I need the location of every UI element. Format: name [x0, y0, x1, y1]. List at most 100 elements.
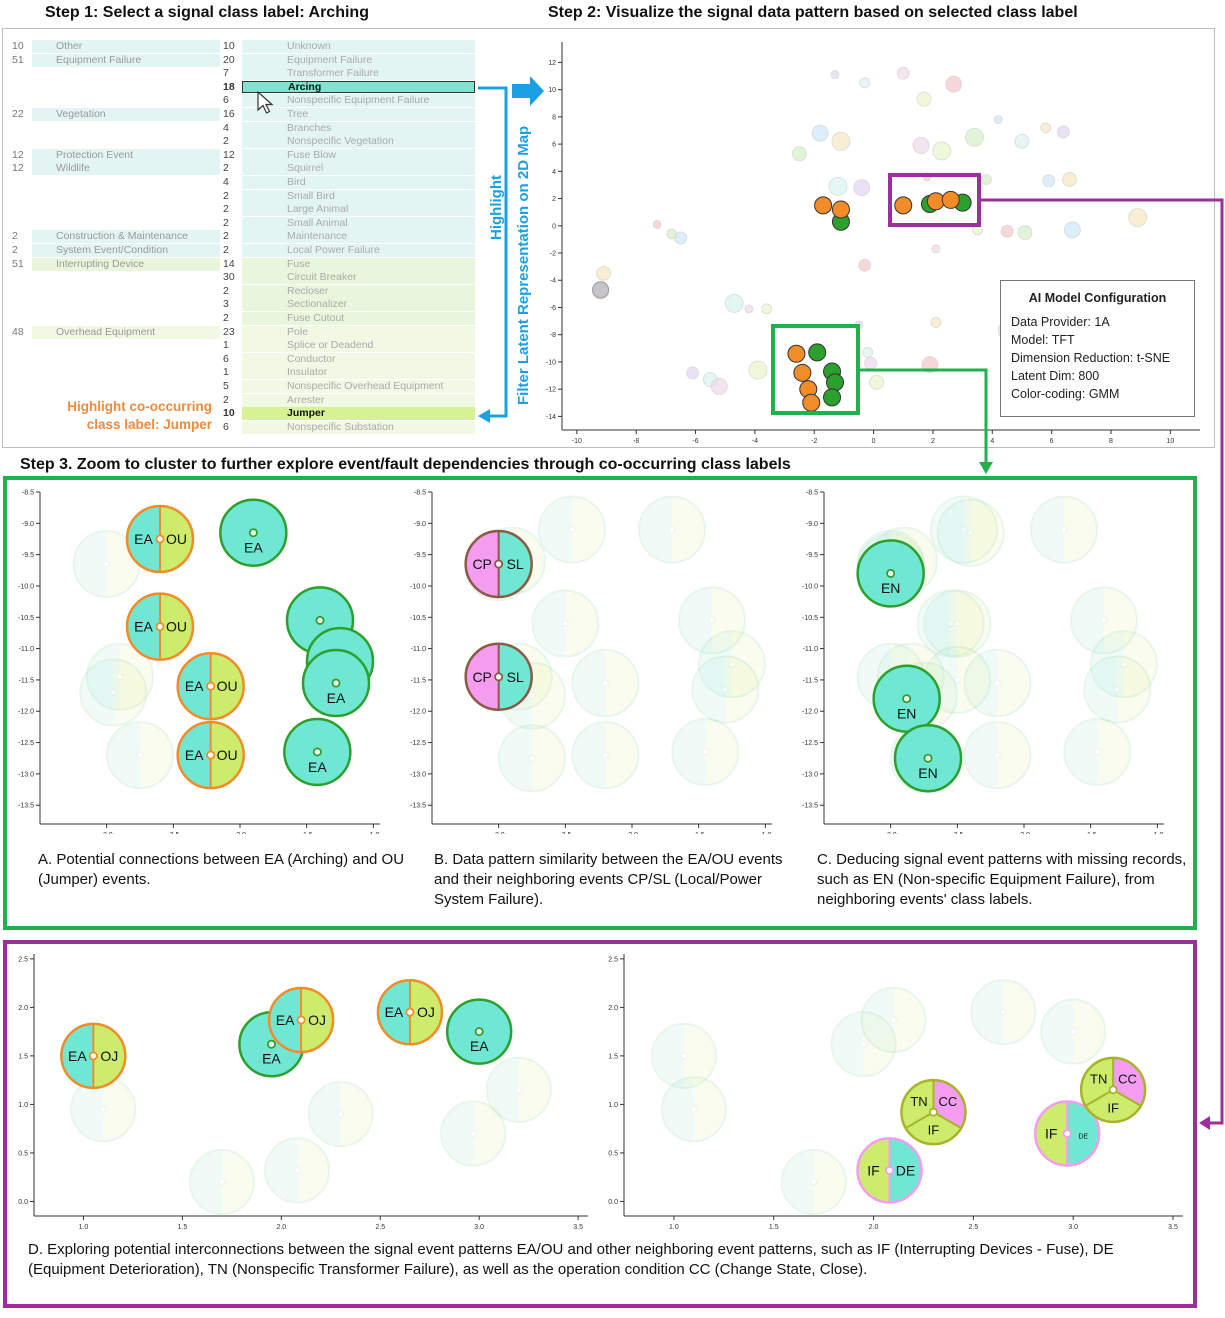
glyph-outline — [1079, 1056, 1147, 1124]
faded-left — [308, 1082, 341, 1147]
child-label-row[interactable]: 2 Maintenance — [0, 230, 480, 244]
child-label-row[interactable]: 30 Circuit Breaker — [0, 271, 480, 285]
config-line: Model: TFT — [1011, 333, 1075, 347]
glyph-right-label: SL — [507, 669, 524, 685]
child-label-row[interactable]: 2 Squirrel — [0, 162, 480, 176]
child-label-row[interactable]: 5 Nonspecific Overhead Equipment — [0, 380, 480, 393]
child-label-row[interactable]: 2 Small Bird — [0, 189, 480, 203]
child-label-row[interactable]: 1 Splice or Deadend — [0, 339, 480, 353]
faded-outline — [79, 658, 148, 727]
child-label: Unknown — [242, 40, 475, 53]
parent-label-row[interactable]: 48 Overhead Equipment — [0, 325, 222, 339]
y-tick-label: -12.5 — [410, 740, 426, 747]
faded-glyph — [1040, 998, 1107, 1065]
faded-right — [893, 987, 926, 1052]
child-label-row[interactable]: 2 Nonspecific Vegetation — [0, 135, 480, 149]
faded-outline — [1063, 717, 1132, 786]
child-label-row[interactable]: 4 Bird — [0, 176, 480, 189]
y-tick-label: 1.5 — [18, 1053, 28, 1060]
y-tick-label: -11.5 — [411, 677, 427, 684]
child-label-row[interactable]: 23 Pole — [0, 325, 480, 339]
glyph-center-dot — [296, 1015, 306, 1025]
child-label-row[interactable]: 7 Transformer Failure — [0, 67, 480, 81]
glyph-outline — [176, 720, 245, 790]
parent-label-row[interactable]: 51 Equipment Failure — [0, 53, 222, 67]
faded-dot — [337, 1110, 345, 1118]
x-tick-label: -2.5 — [167, 832, 179, 834]
faded-left — [971, 980, 1004, 1045]
x-tick-label: 2.5 — [969, 1224, 979, 1231]
child-label-row[interactable]: 10 Jumper — [0, 407, 480, 421]
child-label-row[interactable]: 16 Tree — [0, 108, 480, 121]
y-tick-label: 8 — [552, 114, 556, 121]
child-label-row[interactable]: 10 Unknown — [0, 40, 480, 53]
panel-b-chart: -3.0 -2.5 -2.0 -1.5 -1.0 -13.5 -13.0 -12.5 -12.0… — [410, 490, 772, 834]
child-label-row[interactable]: 18 Arcing — [0, 80, 480, 94]
parent-label-row[interactable]: 22 Vegetation — [0, 108, 222, 121]
x-tick-label: -1.5 — [1085, 832, 1097, 834]
child-label: Fuse Cutout — [242, 312, 475, 325]
child-label-row[interactable]: 2 Arrester — [0, 393, 480, 407]
step1-title: Step 1: Select a signal class label: Arc… — [45, 4, 369, 21]
faded-point — [1017, 225, 1033, 241]
faded-glyph — [963, 721, 1032, 790]
caption-a: A. Potential connections between EA (Arc… — [38, 851, 405, 888]
child-label-row[interactable]: 3 Sectionalizer — [0, 298, 480, 312]
child-label-row[interactable]: 12 Fuse Blow — [0, 148, 480, 162]
child-label-row[interactable]: 6 Nonspecific Substation — [0, 420, 480, 434]
child-count: 2 — [223, 312, 229, 324]
child-label-row[interactable]: 2 Large Animal — [0, 203, 480, 217]
child-label-row[interactable]: 2 Local Power Failure — [0, 244, 480, 257]
glyph-left-half — [177, 653, 211, 720]
y-tick-label: -13.0 — [410, 771, 426, 778]
x-tick-label: 0 — [872, 438, 876, 445]
parent-label-row[interactable]: 10 Other — [0, 40, 222, 53]
parent-label-row[interactable]: 51 Interrupting Device — [0, 257, 222, 271]
parent-label-row[interactable]: 12 Protection Event — [0, 148, 222, 162]
child-label: Nonspecific Equipment Failure — [242, 94, 475, 108]
y-tick-label: -10 — [546, 359, 556, 366]
glyph-center-dot — [886, 568, 896, 578]
green-arrowhead — [979, 462, 993, 474]
glyph-bottom-label: IF — [1107, 1100, 1119, 1115]
faded-left — [964, 650, 998, 717]
child-label-row[interactable]: 14 Fuse — [0, 257, 480, 271]
faded-point — [896, 66, 910, 80]
child-label-row[interactable]: 4 Branches — [0, 121, 480, 135]
faded-point — [744, 304, 754, 314]
child-label-row[interactable]: 2 Recloser — [0, 284, 480, 298]
faded-dot — [601, 679, 609, 687]
faded-left — [1071, 587, 1104, 654]
faded-right — [672, 496, 705, 563]
y-tick-label: -12.5 — [18, 740, 34, 747]
faded-outline — [830, 1011, 897, 1078]
child-label-row[interactable]: 2 Small Animal — [0, 216, 480, 230]
child-label-row[interactable]: 6 Nonspecific Equipment Failure — [0, 94, 480, 108]
parent-label-row[interactable]: 2 Construction & Maintenance — [0, 230, 222, 244]
parent-label-row[interactable]: 2 System Event/Condition — [0, 244, 222, 257]
child-label-row[interactable]: 20 Equipment Failure — [0, 53, 480, 67]
panel-d-left-chart: 1.0 1.5 2.0 2.5 3.0 3.5 0.0 0.5 1.0 1.5 2.0 2.5 EA OJ… — [18, 954, 588, 1231]
x-tick-label: -1.0 — [1151, 832, 1163, 834]
glyph-right-half — [498, 643, 532, 710]
faded-point — [592, 281, 610, 299]
glyph-right-half — [301, 987, 334, 1052]
faded-dot — [136, 751, 144, 759]
child-label-row[interactable]: 2 Fuse Cutout — [0, 312, 480, 325]
child-label-row[interactable]: 1 Insulator — [0, 366, 480, 380]
glyph-right-label: SL — [507, 556, 524, 572]
glyph-center-dot — [266, 1039, 276, 1049]
child-label: Arcing — [242, 80, 475, 93]
child-label-row[interactable]: 6 Conductor — [0, 352, 480, 366]
y-tick-label: -4 — [550, 278, 556, 285]
caption-c: C. Deducing signal event patterns with m… — [817, 851, 1187, 908]
faded-point — [964, 127, 984, 147]
highlight-note-line2: class label: Jumper — [86, 417, 212, 432]
glyph-right-half — [160, 593, 194, 660]
faded-outline — [638, 495, 706, 564]
purple-connector — [981, 198, 1224, 1125]
parent-label-row[interactable]: 12 Wildlife — [0, 162, 222, 176]
glyph-outline — [125, 592, 195, 661]
step1-2-frame — [2, 28, 1215, 448]
faded-outline — [1040, 998, 1107, 1065]
